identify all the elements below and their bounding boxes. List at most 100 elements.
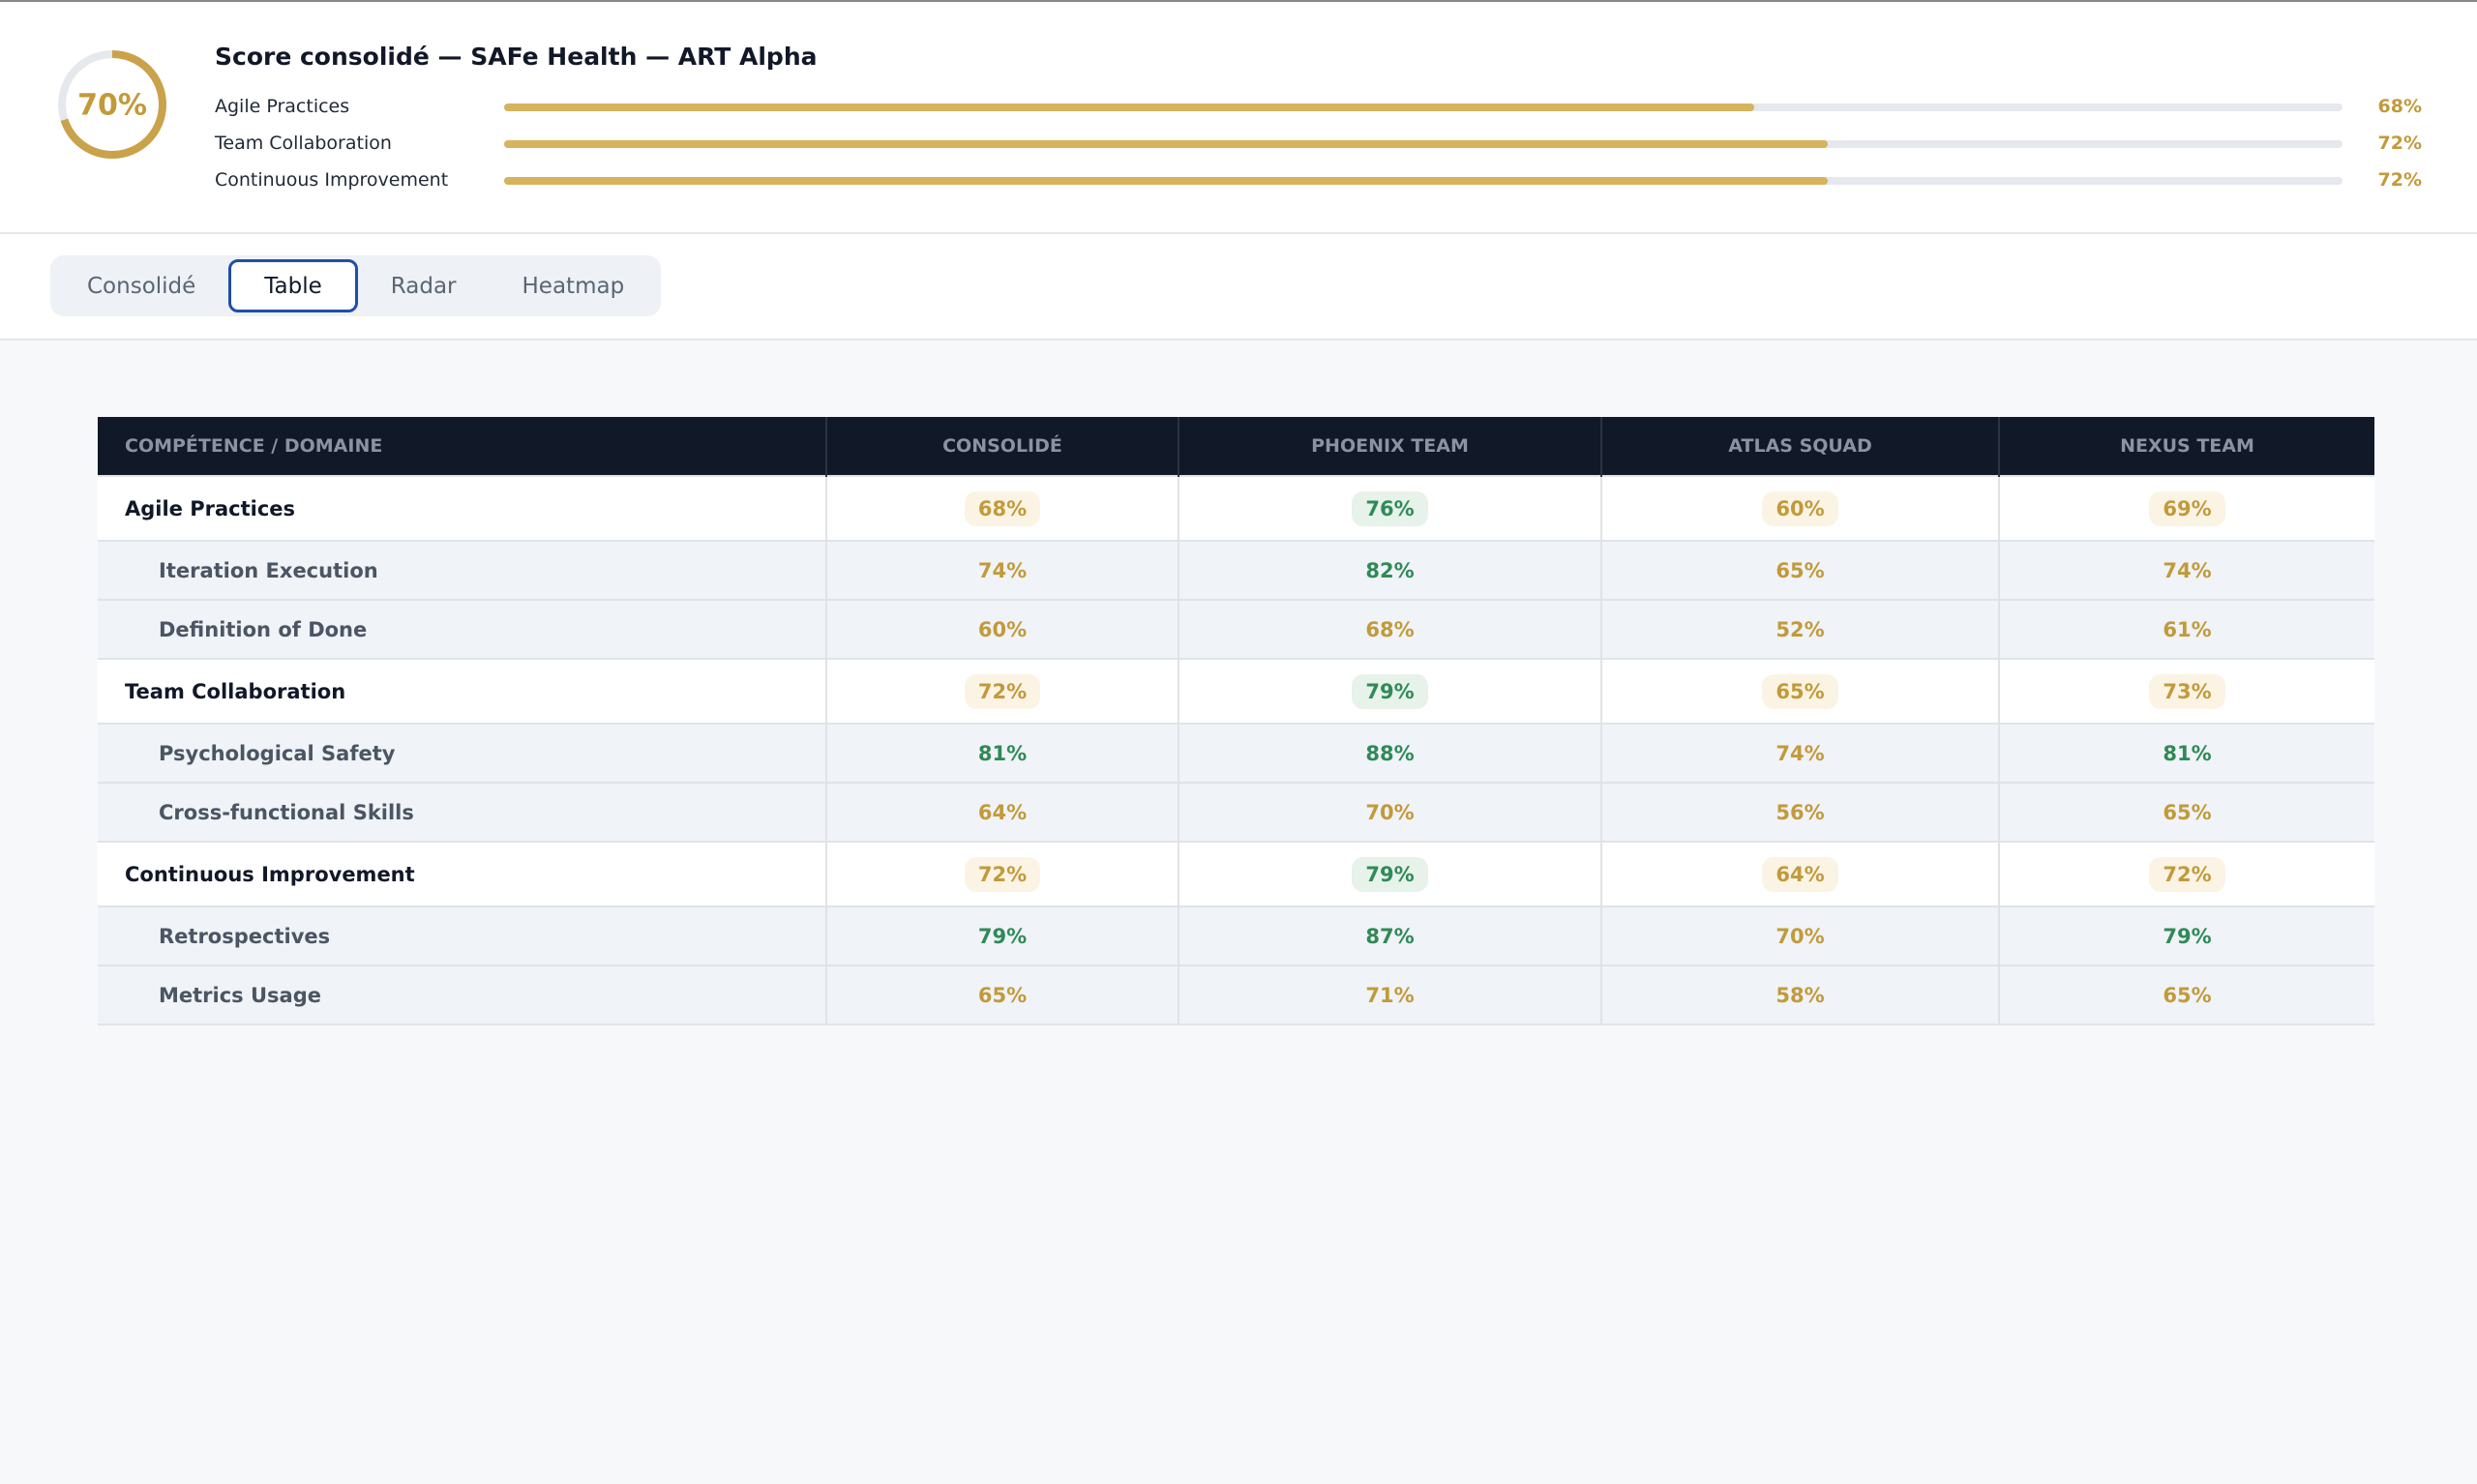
score: 87%: [1365, 924, 1415, 948]
bar: [504, 177, 1828, 185]
cell: 71%: [1178, 965, 1601, 1025]
tabs: Consolidé Table Radar Heatmap: [50, 255, 662, 316]
row-label: Psychological Safety: [98, 723, 826, 783]
score: 72%: [964, 856, 1041, 892]
score: 72%: [964, 673, 1041, 709]
table-row: Cross-functional Skills 64% 70% 56% 65%: [98, 782, 2374, 842]
table-row: Retrospectives 79% 87% 70% 79%: [98, 905, 2374, 965]
score: 68%: [1365, 617, 1415, 641]
score: 65%: [1762, 673, 1838, 709]
column-header: CONSOLIDÉ: [825, 417, 1179, 476]
score: 82%: [1365, 558, 1415, 582]
score: 74%: [977, 558, 1028, 582]
cell: 81%: [1998, 723, 2374, 783]
cell: 72%: [1998, 841, 2374, 906]
cell: 79%: [1178, 658, 1601, 724]
score: 79%: [1352, 856, 1428, 892]
row-label: Cross-functional Skills: [98, 782, 826, 842]
cell: 70%: [1178, 782, 1601, 842]
row-label: Team Collaboration: [98, 658, 826, 724]
cell: 65%: [1998, 782, 2374, 842]
score: 72%: [2149, 856, 2225, 892]
score: 71%: [1365, 983, 1415, 1007]
tab[interactable]: Table: [228, 259, 358, 312]
cell: 76%: [1178, 475, 1601, 541]
cell: 87%: [1178, 905, 1601, 965]
column-header: PHOENIX TEAM: [1178, 417, 1601, 476]
cell: 64%: [825, 782, 1179, 842]
score-label: 70%: [77, 89, 147, 123]
cell: 65%: [1998, 965, 2374, 1025]
cell: 72%: [825, 841, 1179, 906]
cell: 88%: [1178, 723, 1601, 783]
cell: 79%: [825, 905, 1179, 965]
cell: 81%: [825, 723, 1179, 783]
score: 65%: [1776, 558, 1825, 582]
cell: 70%: [1600, 905, 1999, 965]
row-label: Continuous Improvement: [98, 841, 826, 906]
column-header: ATLAS SQUAD: [1600, 417, 1999, 476]
cell: 73%: [1998, 658, 2374, 724]
cell: 79%: [1998, 905, 2374, 965]
ring-arc: [58, 50, 166, 159]
score: 79%: [2163, 924, 2212, 948]
score: 60%: [977, 617, 1028, 641]
cell: 79%: [1178, 841, 1601, 906]
table-row: Psychological Safety 81% 88% 74% 81%: [98, 723, 2374, 783]
row-label: Definition of Done: [98, 599, 826, 659]
cell: 68%: [1178, 599, 1601, 659]
cell: 74%: [825, 540, 1179, 600]
bar-label: Agile Practices: [215, 96, 350, 117]
bars: [504, 104, 2343, 185]
score: 58%: [1776, 983, 1825, 1007]
table-row: Continuous Improvement 72% 79% 64% 72%: [98, 841, 2374, 906]
cell: 82%: [1178, 540, 1601, 600]
score: 73%: [2149, 673, 2225, 709]
cell: 56%: [1600, 782, 1999, 842]
score-header: 70% Score consolidé — SAFe Health — ART …: [0, 0, 2477, 234]
tab[interactable]: Radar: [390, 273, 457, 299]
bar-value: 72%: [2377, 133, 2422, 154]
score: 81%: [977, 741, 1028, 765]
score: 61%: [2163, 617, 2212, 641]
score: 79%: [977, 924, 1028, 948]
score: 79%: [1352, 673, 1428, 709]
cell: 61%: [1998, 599, 2374, 659]
bar-value: 72%: [2377, 169, 2422, 191]
cell: 65%: [1600, 658, 1999, 724]
cell: 68%: [825, 475, 1179, 541]
cell: 58%: [1600, 965, 1999, 1025]
score: 56%: [1776, 800, 1825, 824]
tab-bar: Consolidé Table Radar Heatmap: [0, 234, 2477, 341]
score: 68%: [964, 490, 1041, 526]
score: 88%: [1365, 741, 1415, 765]
cell: 72%: [825, 658, 1179, 724]
score-ring: 70%: [58, 50, 166, 159]
row-label: Retrospectives: [98, 905, 826, 965]
column-header: NEXUS TEAM: [1998, 417, 2374, 476]
bar: [504, 140, 1828, 148]
cell: 64%: [1600, 841, 1999, 906]
score: 74%: [1776, 741, 1825, 765]
cell: 69%: [1998, 475, 2374, 541]
row-label: Iteration Execution: [98, 540, 826, 600]
cell: 65%: [825, 965, 1179, 1025]
score: 52%: [1776, 617, 1825, 641]
table-row: Definition of Done 60% 68% 52% 61%: [98, 599, 2374, 659]
table-row: Team Collaboration 72% 79% 65% 73%: [98, 658, 2374, 724]
tab[interactable]: Consolidé: [87, 273, 196, 299]
score: 60%: [1762, 490, 1838, 526]
tab[interactable]: Heatmap: [522, 273, 625, 299]
bar-value: 68%: [2377, 96, 2422, 117]
cell: 74%: [1600, 723, 1999, 783]
score: 81%: [2163, 741, 2212, 765]
cell: 52%: [1600, 599, 1999, 659]
score: 65%: [977, 983, 1028, 1007]
row-label: Metrics Usage: [98, 965, 826, 1025]
score: 70%: [1365, 800, 1415, 824]
score-table: COMPÉTENCE / DOMAINE CONSOLIDÉ PHOENIX TEA…: [98, 417, 2374, 1025]
table-row: Metrics Usage 65% 71% 58% 65%: [98, 965, 2374, 1025]
bar: [504, 104, 1754, 111]
title: Score consolidé — SAFe Health — ART Alph…: [215, 43, 818, 71]
